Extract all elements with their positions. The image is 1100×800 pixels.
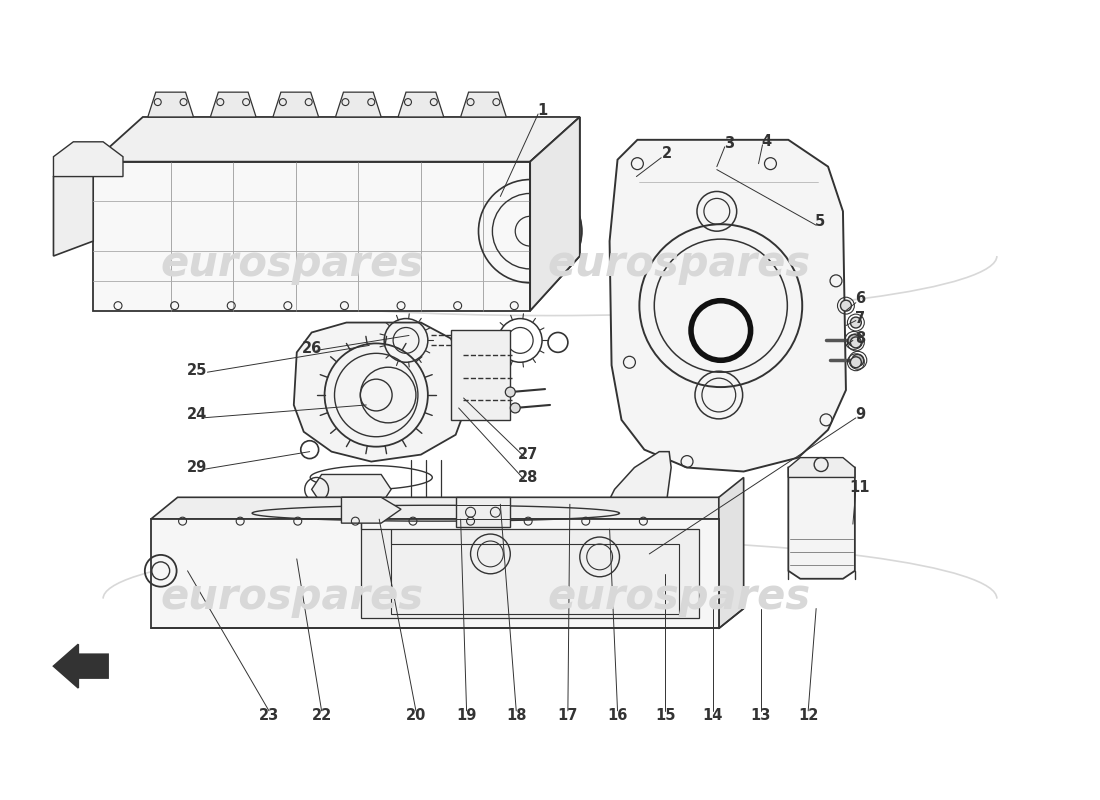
Polygon shape — [151, 498, 718, 519]
Text: 27: 27 — [518, 447, 538, 462]
Text: 8: 8 — [855, 331, 865, 346]
Polygon shape — [530, 117, 580, 310]
Text: eurospares: eurospares — [548, 576, 811, 618]
Text: 2: 2 — [662, 146, 672, 162]
Text: 28: 28 — [518, 470, 538, 485]
Text: eurospares: eurospares — [161, 576, 424, 618]
Text: 6: 6 — [855, 291, 865, 306]
Polygon shape — [455, 498, 510, 527]
Text: 16: 16 — [607, 708, 628, 723]
Polygon shape — [789, 467, 855, 578]
Text: 1: 1 — [537, 102, 547, 118]
Polygon shape — [336, 92, 382, 117]
Polygon shape — [54, 644, 108, 688]
Polygon shape — [461, 92, 506, 117]
Circle shape — [850, 317, 861, 328]
Polygon shape — [54, 162, 94, 256]
Text: 17: 17 — [558, 708, 579, 723]
Polygon shape — [94, 117, 580, 162]
Text: 18: 18 — [506, 708, 527, 723]
Polygon shape — [398, 92, 443, 117]
Text: eurospares: eurospares — [161, 243, 424, 285]
Text: 19: 19 — [456, 708, 476, 723]
Text: 12: 12 — [798, 708, 818, 723]
Circle shape — [850, 337, 861, 348]
Text: 22: 22 — [311, 708, 332, 723]
Polygon shape — [597, 452, 671, 577]
Circle shape — [505, 387, 515, 397]
Circle shape — [851, 354, 864, 366]
Text: 11: 11 — [849, 480, 870, 495]
Text: 14: 14 — [703, 708, 723, 723]
Circle shape — [510, 403, 520, 413]
Circle shape — [850, 357, 861, 368]
Text: 9: 9 — [855, 407, 865, 422]
Text: 13: 13 — [750, 708, 771, 723]
Polygon shape — [341, 498, 402, 523]
Polygon shape — [361, 519, 698, 618]
Text: 24: 24 — [187, 407, 208, 422]
Text: 23: 23 — [258, 708, 279, 723]
Text: 7: 7 — [855, 311, 865, 326]
Polygon shape — [530, 117, 580, 310]
Text: 3: 3 — [724, 136, 734, 151]
Text: 25: 25 — [187, 362, 208, 378]
Text: 20: 20 — [406, 708, 426, 723]
Text: 4: 4 — [761, 134, 771, 150]
Polygon shape — [151, 519, 718, 629]
Text: 5: 5 — [815, 214, 825, 229]
Polygon shape — [147, 92, 194, 117]
Polygon shape — [54, 142, 123, 177]
Polygon shape — [789, 458, 855, 478]
Text: eurospares: eurospares — [548, 243, 811, 285]
Circle shape — [848, 334, 860, 346]
Text: 29: 29 — [187, 460, 208, 475]
Text: 15: 15 — [654, 708, 675, 723]
Polygon shape — [311, 474, 392, 504]
Polygon shape — [718, 478, 744, 629]
Polygon shape — [392, 529, 679, 614]
Circle shape — [840, 300, 851, 311]
Text: 26: 26 — [301, 341, 322, 356]
Polygon shape — [609, 140, 846, 471]
Polygon shape — [94, 162, 530, 310]
Polygon shape — [294, 322, 469, 462]
Polygon shape — [210, 92, 256, 117]
Polygon shape — [273, 92, 319, 117]
Polygon shape — [451, 330, 510, 420]
